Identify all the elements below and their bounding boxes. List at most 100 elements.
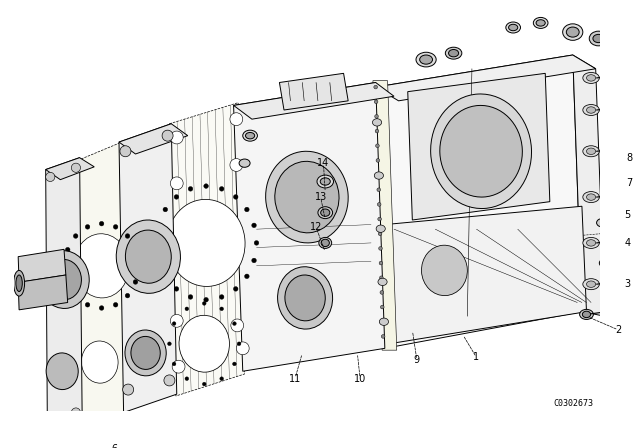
Circle shape <box>230 113 243 125</box>
Ellipse shape <box>275 161 339 233</box>
Circle shape <box>188 186 193 191</box>
Ellipse shape <box>583 146 599 157</box>
Circle shape <box>174 194 179 199</box>
Ellipse shape <box>374 172 383 179</box>
Text: 12: 12 <box>310 222 323 233</box>
Circle shape <box>172 322 176 325</box>
Ellipse shape <box>278 267 333 329</box>
Ellipse shape <box>320 178 330 185</box>
Text: 5: 5 <box>625 211 631 220</box>
Polygon shape <box>385 206 586 344</box>
Circle shape <box>156 223 161 228</box>
Ellipse shape <box>583 73 599 83</box>
Ellipse shape <box>318 207 333 219</box>
Circle shape <box>120 146 131 157</box>
Circle shape <box>162 130 173 141</box>
Ellipse shape <box>13 271 24 296</box>
Ellipse shape <box>422 245 467 296</box>
Circle shape <box>204 184 209 188</box>
Ellipse shape <box>583 279 599 290</box>
Text: C0302673: C0302673 <box>553 399 593 408</box>
Ellipse shape <box>372 119 381 126</box>
Text: 10: 10 <box>354 374 366 383</box>
Polygon shape <box>77 142 125 433</box>
Ellipse shape <box>586 148 596 155</box>
Text: 14: 14 <box>317 158 330 168</box>
Circle shape <box>379 261 383 265</box>
Circle shape <box>185 377 189 380</box>
Ellipse shape <box>445 47 462 59</box>
Ellipse shape <box>380 318 388 325</box>
Circle shape <box>185 307 189 310</box>
Circle shape <box>164 375 175 386</box>
Circle shape <box>252 258 257 263</box>
Circle shape <box>156 258 161 263</box>
Circle shape <box>374 115 378 118</box>
Circle shape <box>133 247 138 252</box>
Polygon shape <box>45 158 94 180</box>
Ellipse shape <box>52 445 63 448</box>
Circle shape <box>172 362 176 366</box>
Circle shape <box>379 246 382 250</box>
Circle shape <box>376 173 380 177</box>
Ellipse shape <box>566 27 579 37</box>
Ellipse shape <box>420 55 433 64</box>
Circle shape <box>136 263 141 268</box>
Circle shape <box>172 360 185 373</box>
Circle shape <box>220 377 223 380</box>
Ellipse shape <box>586 240 596 246</box>
Circle shape <box>230 159 243 172</box>
Circle shape <box>123 384 134 395</box>
Circle shape <box>125 234 130 238</box>
Ellipse shape <box>319 237 332 248</box>
Polygon shape <box>376 55 596 101</box>
Ellipse shape <box>29 441 38 448</box>
Ellipse shape <box>583 192 599 202</box>
Polygon shape <box>280 73 348 110</box>
Ellipse shape <box>74 234 129 298</box>
Ellipse shape <box>533 17 548 28</box>
Ellipse shape <box>16 275 22 292</box>
Ellipse shape <box>42 438 49 442</box>
Text: 4: 4 <box>625 238 631 248</box>
Circle shape <box>380 291 383 294</box>
Polygon shape <box>376 55 582 349</box>
Ellipse shape <box>599 259 611 267</box>
Polygon shape <box>119 124 188 154</box>
Circle shape <box>71 408 81 417</box>
Text: 13: 13 <box>314 192 327 202</box>
Ellipse shape <box>243 130 257 141</box>
Circle shape <box>232 362 236 366</box>
Ellipse shape <box>586 107 596 113</box>
Ellipse shape <box>239 159 250 167</box>
Polygon shape <box>234 82 385 371</box>
Circle shape <box>378 217 381 221</box>
Circle shape <box>204 297 209 302</box>
Circle shape <box>99 221 104 226</box>
Ellipse shape <box>586 281 596 287</box>
Circle shape <box>380 305 384 309</box>
Ellipse shape <box>449 49 459 57</box>
Ellipse shape <box>378 278 387 285</box>
Text: 8: 8 <box>627 153 633 163</box>
Circle shape <box>174 287 179 291</box>
Circle shape <box>234 287 238 291</box>
Circle shape <box>376 144 380 147</box>
Circle shape <box>170 131 183 144</box>
Circle shape <box>244 274 249 279</box>
Ellipse shape <box>536 20 545 26</box>
Text: 11: 11 <box>289 374 301 383</box>
Circle shape <box>170 314 183 327</box>
Circle shape <box>63 263 67 268</box>
Polygon shape <box>408 73 550 220</box>
Ellipse shape <box>593 34 604 43</box>
Ellipse shape <box>179 315 230 372</box>
Circle shape <box>234 194 238 199</box>
Circle shape <box>220 186 224 191</box>
Ellipse shape <box>131 336 160 370</box>
Circle shape <box>376 159 380 162</box>
Ellipse shape <box>54 446 61 448</box>
Circle shape <box>232 322 236 325</box>
Circle shape <box>45 172 55 181</box>
Polygon shape <box>573 55 605 316</box>
